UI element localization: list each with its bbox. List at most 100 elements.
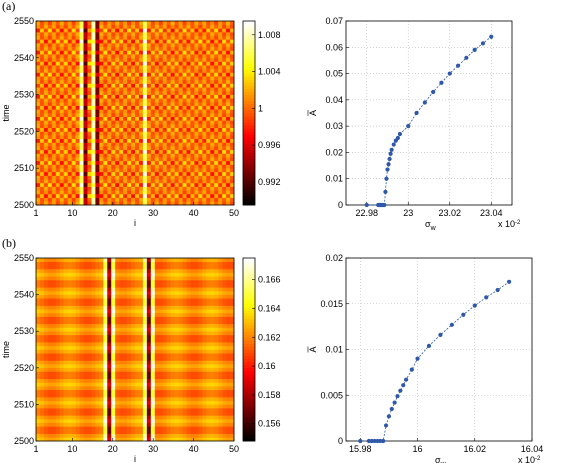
heatmap-cell — [131, 68, 136, 73]
heatmap-cell — [146, 193, 152, 198]
heatmap-cell — [47, 419, 53, 423]
heatmap-cell — [123, 290, 128, 295]
heatmap-cell — [190, 283, 195, 288]
x-tick-label: 10 — [67, 208, 77, 218]
heatmap-cell — [111, 356, 116, 361]
heatmap-cell — [154, 268, 160, 273]
heatmap-cell — [194, 331, 199, 336]
heatmap-cell — [214, 283, 219, 288]
heatmap-cell — [174, 98, 179, 103]
heatmap-cell — [83, 146, 88, 151]
heatmap-cell — [67, 301, 72, 306]
heatmap-cell — [186, 127, 191, 132]
heatmap-cell — [83, 98, 88, 103]
heatmap-cell — [115, 283, 120, 288]
heatmap-cell — [55, 72, 61, 77]
heatmap-cell — [162, 301, 167, 306]
heatmap-cell — [210, 190, 215, 195]
heatmap-cell — [142, 364, 148, 369]
heatmap-cell — [71, 419, 76, 423]
heatmap-cell — [63, 116, 68, 121]
heatmap-cell — [162, 39, 167, 44]
heatmap-cell — [154, 287, 160, 292]
x-multiplier: x 10-2 — [498, 219, 521, 229]
heatmap-cell — [91, 294, 96, 299]
heatmap-cell — [75, 364, 80, 369]
heatmap-cell — [51, 433, 57, 438]
colorbar-step — [243, 165, 255, 169]
heatmap-cell — [186, 320, 191, 325]
heatmap-cell — [83, 201, 88, 206]
heatmap-cell — [111, 79, 116, 84]
heatmap-cell — [63, 146, 68, 151]
heatmap-cell — [162, 79, 167, 84]
heatmap-cell — [194, 39, 199, 44]
heatmap-cell — [111, 124, 116, 129]
heatmap-cell — [95, 65, 100, 70]
heatmap-cell — [206, 389, 211, 394]
heatmap-cell — [99, 356, 104, 361]
heatmap-cell — [222, 175, 227, 180]
heatmap-cell — [135, 400, 140, 405]
heatmap-cell — [39, 400, 45, 405]
heatmap-cell — [111, 135, 116, 140]
heatmap-cell — [107, 364, 112, 369]
heatmap-cell — [226, 131, 231, 136]
heatmap-cell — [190, 65, 195, 70]
heatmap-cell — [111, 76, 116, 81]
heatmap-cell — [202, 57, 207, 62]
heatmap-cell — [166, 21, 171, 25]
heatmap-cell — [79, 353, 84, 358]
heatmap-cell — [36, 28, 41, 33]
heatmap-cell — [51, 279, 57, 284]
heatmap-cell — [107, 32, 112, 37]
heatmap-cell — [142, 309, 148, 314]
heatmap-cell — [166, 68, 171, 73]
heatmap-cell — [43, 367, 49, 372]
heatmap-cell — [71, 68, 76, 73]
heatmap-cell — [75, 419, 80, 423]
heatmap-cell — [194, 364, 199, 369]
heatmap-0 — [36, 21, 235, 206]
heatmap-cell — [67, 386, 72, 391]
heatmap-cell — [119, 294, 124, 299]
heatmap-cell — [36, 142, 41, 147]
heatmap-cell — [194, 72, 199, 77]
heatmap-cell — [162, 378, 167, 383]
heatmap-cell — [127, 331, 132, 336]
heatmap-cell — [135, 349, 140, 354]
heatmap-cell — [198, 35, 203, 40]
heatmap-cell — [166, 76, 171, 81]
heatmap-cell — [158, 294, 164, 299]
heatmap-cell — [154, 124, 160, 129]
heatmap-cell — [194, 393, 199, 398]
heatmap-cell — [194, 124, 199, 129]
heatmap-cell — [214, 345, 219, 350]
heatmap-cell — [150, 404, 156, 409]
heatmap-cell — [55, 334, 61, 339]
heatmap-cell — [63, 50, 68, 55]
heatmap-cell — [131, 28, 136, 33]
heatmap-cell — [59, 316, 65, 321]
heatmap-cell — [107, 98, 112, 103]
heatmap-cell — [95, 90, 100, 95]
heatmap-cell — [71, 400, 76, 405]
heatmap-cell — [47, 201, 53, 206]
heatmap-cell — [218, 149, 223, 154]
heatmap-cell — [202, 146, 207, 151]
heatmap-cell — [178, 35, 183, 40]
heatmap-cell — [206, 268, 211, 273]
heatmap-cell — [51, 182, 57, 187]
heatmap-cell — [190, 279, 195, 284]
heatmap-cell — [150, 283, 156, 288]
heatmap-cell — [59, 389, 65, 394]
heatmap-cell — [43, 312, 49, 317]
heatmap-cell — [51, 79, 57, 84]
heatmap-cell — [83, 272, 88, 277]
heatmap-cell — [71, 182, 76, 187]
heatmap-cell — [55, 131, 61, 136]
heatmap-cell — [178, 109, 183, 114]
heatmap-cell — [103, 146, 108, 151]
heatmap-cell — [146, 331, 152, 336]
heatmap-cell — [142, 437, 148, 442]
